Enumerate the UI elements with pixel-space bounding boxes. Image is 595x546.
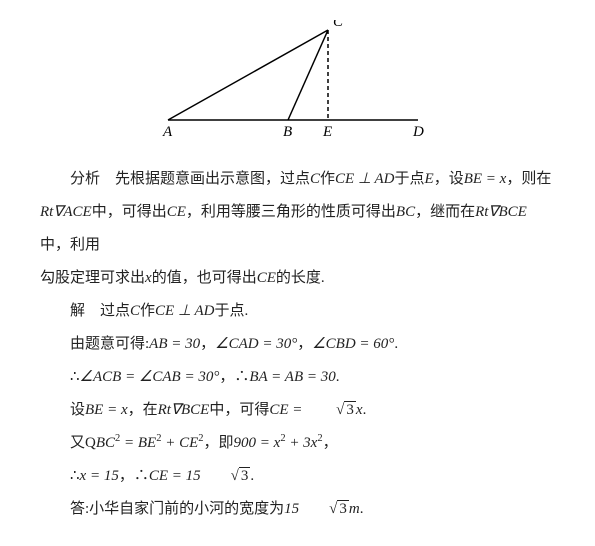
t: + 3x	[286, 435, 318, 451]
t: C	[310, 171, 320, 187]
t: ，则在	[506, 171, 551, 187]
t: + CE	[161, 435, 198, 451]
t: .	[336, 369, 340, 385]
t: CE =	[269, 402, 306, 418]
t: ∠CAD = 30°	[215, 336, 297, 352]
t: 又Q	[70, 435, 96, 451]
t: 解 过点	[70, 303, 130, 319]
t: 的长度.	[276, 270, 325, 286]
t: E	[425, 171, 434, 187]
t: = BE	[120, 435, 156, 451]
t: Rt∇ACE	[40, 204, 92, 220]
t: BC	[396, 204, 415, 220]
t: ，∴	[119, 468, 149, 484]
sqrt-icon: 3	[201, 460, 251, 493]
t: C	[130, 303, 140, 319]
t: ∴	[70, 468, 80, 484]
t: ，	[297, 336, 312, 352]
t: 答:小华自家门前的小河的宽度为	[70, 501, 284, 517]
t: 中，可得出	[92, 204, 167, 220]
t: BE = x	[464, 171, 507, 187]
t: .	[394, 336, 398, 352]
t: 分析 先根据题意画出示意图，过点	[70, 171, 310, 187]
t: 中，可得	[209, 402, 269, 418]
t: x = 15	[80, 468, 119, 484]
t: 15	[284, 501, 299, 517]
t: 作	[320, 171, 335, 187]
t: 勾股定理可求出	[40, 270, 145, 286]
triangle-diagram: A B E D C	[40, 20, 555, 153]
diagram-svg: A B E D C	[158, 20, 438, 140]
svg-text:D: D	[412, 124, 424, 140]
t: 中，利用	[40, 237, 100, 253]
t: AB = 30	[149, 336, 200, 352]
t: ，继而在	[415, 204, 475, 220]
svg-text:A: A	[162, 124, 173, 140]
t: ，	[323, 435, 338, 451]
t: 于点.	[215, 303, 249, 319]
sqrt-icon: 3	[306, 394, 356, 427]
svg-text:B: B	[283, 124, 292, 140]
t: 3	[344, 401, 356, 418]
t: CE = 15	[149, 468, 201, 484]
t: ，在	[128, 402, 158, 418]
t: .	[363, 402, 367, 418]
t: Rt∇BCE	[158, 402, 210, 418]
t: 的值，也可得出	[152, 270, 257, 286]
answer-line: 答:小华自家门前的小河的宽度为15 3m.	[40, 493, 555, 526]
solution-line-4: 设BE = x，在Rt∇BCE中，可得CE = 3x.	[40, 394, 555, 427]
t: ，设	[434, 171, 464, 187]
t: x	[145, 270, 152, 286]
solution-line-1: 解 过点C作CE ⊥ AD于点.	[40, 295, 555, 328]
t: BA = AB = 30	[249, 369, 335, 385]
solution-line-6: ∴x = 15，∴CE = 15 3.	[40, 460, 555, 493]
t: 900 = x	[234, 435, 281, 451]
t: 设	[70, 402, 85, 418]
t: CE ⊥ AD	[155, 303, 214, 319]
t: ，利用等腰三角形的性质可得出	[186, 204, 396, 220]
t: ∠ACB = ∠CAB = 30°	[80, 369, 220, 385]
solution-line-3: ∴∠ACB = ∠CAB = 30°，∴BA = AB = 30.	[40, 361, 555, 394]
t: CE	[167, 204, 186, 220]
t: Rt∇BCE	[475, 204, 527, 220]
t: .	[250, 468, 254, 484]
sqrt-icon: 3	[299, 493, 349, 526]
t: CE	[257, 270, 276, 286]
t: ，∴	[219, 369, 249, 385]
t: 由题意可得:	[70, 336, 149, 352]
t: ，即	[204, 435, 234, 451]
solution-line-2: 由题意可得:AB = 30，∠CAD = 30°，∠CBD = 60°.	[40, 328, 555, 361]
svg-text:C: C	[333, 20, 344, 30]
t: 3	[337, 500, 349, 517]
svg-text:E: E	[322, 124, 332, 140]
t: 作	[140, 303, 155, 319]
t: ，	[200, 336, 215, 352]
analysis-line-3: 勾股定理可求出x的值，也可得出CE的长度.	[40, 262, 555, 295]
t: .	[360, 501, 364, 517]
t: m	[349, 501, 360, 517]
t: x	[356, 402, 363, 418]
t: 于点	[395, 171, 425, 187]
t: 3	[239, 467, 251, 484]
analysis-line-2: Rt∇ACE中，可得出CE，利用等腰三角形的性质可得出BC，继而在Rt∇BCE 中…	[40, 196, 555, 262]
solution-line-5: 又QBC2 = BE2 + CE2，即900 = x2 + 3x2，	[40, 427, 555, 460]
t: BE = x	[85, 402, 128, 418]
t: CE ⊥ AD	[335, 171, 394, 187]
t: ∠CBD = 60°	[312, 336, 394, 352]
t: BC	[96, 435, 115, 451]
t: ∴	[70, 369, 80, 385]
analysis-line-1: 分析 先根据题意画出示意图，过点C作CE ⊥ AD于点E，设BE = x，则在	[40, 163, 555, 196]
